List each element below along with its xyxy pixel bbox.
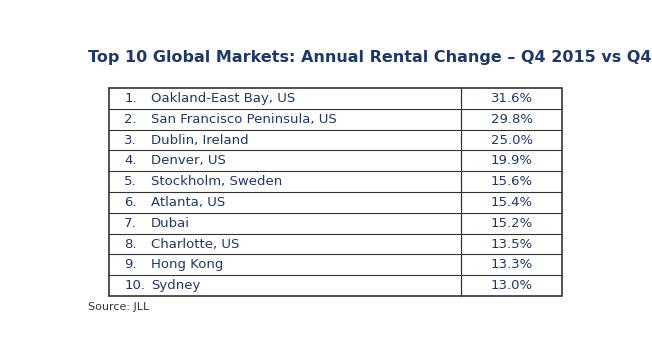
- Text: Stockholm, Sweden: Stockholm, Sweden: [151, 175, 282, 188]
- Text: 13.3%: 13.3%: [490, 258, 533, 271]
- Text: San Francisco Peninsula, US: San Francisco Peninsula, US: [151, 113, 337, 126]
- Text: 31.6%: 31.6%: [490, 92, 533, 105]
- Text: 13.0%: 13.0%: [490, 279, 533, 292]
- Text: Hong Kong: Hong Kong: [151, 258, 224, 271]
- Text: 15.6%: 15.6%: [490, 175, 533, 188]
- Text: Dublin, Ireland: Dublin, Ireland: [151, 134, 249, 147]
- Text: 9.: 9.: [124, 258, 137, 271]
- Text: Top 10 Global Markets: Annual Rental Change – Q4 2015 vs Q4 2014: Top 10 Global Markets: Annual Rental Cha…: [88, 50, 652, 64]
- Text: 10.: 10.: [124, 279, 145, 292]
- Text: Dubai: Dubai: [151, 217, 190, 230]
- Text: 5.: 5.: [124, 175, 137, 188]
- Text: Atlanta, US: Atlanta, US: [151, 196, 226, 209]
- Text: 7.: 7.: [124, 217, 137, 230]
- Text: 15.2%: 15.2%: [490, 217, 533, 230]
- Text: 4.: 4.: [124, 154, 137, 167]
- Text: 3.: 3.: [124, 134, 137, 147]
- Text: 1.: 1.: [124, 92, 137, 105]
- Text: 25.0%: 25.0%: [490, 134, 533, 147]
- Text: Charlotte, US: Charlotte, US: [151, 237, 240, 251]
- Text: 2.: 2.: [124, 113, 137, 126]
- Text: 15.4%: 15.4%: [490, 196, 533, 209]
- Text: 8.: 8.: [124, 237, 137, 251]
- Text: 13.5%: 13.5%: [490, 237, 533, 251]
- Text: Source: JLL: Source: JLL: [88, 302, 149, 312]
- Text: Sydney: Sydney: [151, 279, 201, 292]
- Text: 29.8%: 29.8%: [490, 113, 533, 126]
- Text: 19.9%: 19.9%: [490, 154, 533, 167]
- Text: 6.: 6.: [124, 196, 137, 209]
- Text: Oakland-East Bay, US: Oakland-East Bay, US: [151, 92, 295, 105]
- Text: Denver, US: Denver, US: [151, 154, 226, 167]
